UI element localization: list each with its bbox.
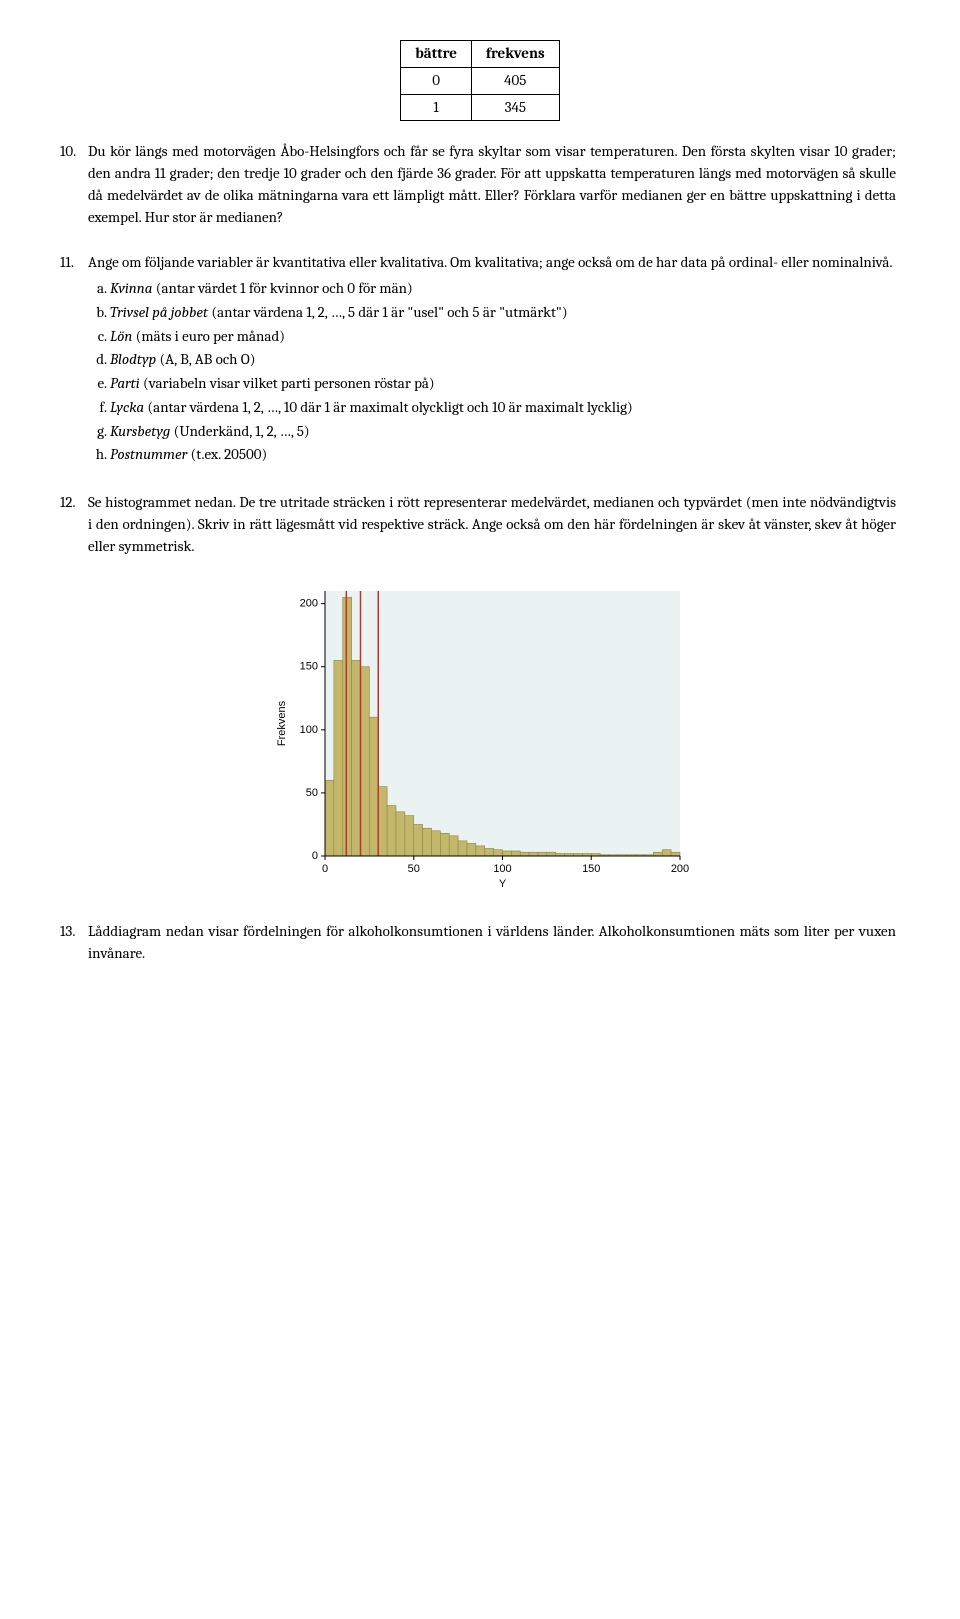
table-header: bättre	[401, 41, 472, 68]
question-10: 10.Du kör längs med motorvägen Åbo-Helsi…	[60, 141, 900, 228]
sub-list: Kvinna (antar värdet 1 för kvinnor och 0…	[88, 278, 896, 466]
question-text: Låddiagram nedan visar fördelningen för …	[88, 921, 896, 965]
svg-text:50: 50	[408, 863, 420, 875]
table-header: frekvens	[471, 41, 559, 68]
question-number: 13.	[60, 921, 88, 943]
question-number: 10.	[60, 141, 88, 163]
question-text: Du kör längs med motorvägen Åbo-Helsingf…	[88, 141, 896, 228]
table-cell: 345	[471, 94, 559, 121]
sub-item: Kursbetyg (Underkänd, 1, 2, …, 5)	[110, 421, 896, 443]
svg-text:200: 200	[671, 863, 689, 875]
table-cell: 405	[471, 67, 559, 94]
svg-text:150: 150	[582, 863, 600, 875]
question-body: Ange om följande variabler är kvantitati…	[88, 252, 896, 468]
question-12: 12.Se histogrammet nedan. De tre utritad…	[60, 492, 900, 557]
histogram-svg: 0 50 100 150 200 0 50 100 150 200 Y Frekvens	[270, 581, 690, 891]
table-cell: 1	[401, 94, 472, 121]
svg-text:0: 0	[322, 863, 328, 875]
sub-item: Postnummer (t.ex. 20500)	[110, 444, 896, 466]
histogram-chart: 0 50 100 150 200 0 50 100 150 200 Y Frekvens	[270, 581, 690, 891]
svg-text:Frekvens: Frekvens	[276, 701, 288, 747]
svg-text:100: 100	[300, 724, 318, 736]
svg-text:150: 150	[300, 661, 318, 673]
frequency-table: bättre frekvens 0 405 1 345	[400, 40, 559, 121]
sub-item: Trivsel på jobbet (antar värdena 1, 2, ……	[110, 302, 896, 324]
svg-text:0: 0	[312, 850, 318, 862]
sub-item: Blodtyp (A, B, AB och O)	[110, 349, 896, 371]
question-11: 11. Ange om följande variabler är kvanti…	[60, 252, 900, 468]
question-number: 12.	[60, 492, 88, 514]
sub-item: Kvinna (antar värdet 1 för kvinnor och 0…	[110, 278, 896, 300]
table-cell: 0	[401, 67, 472, 94]
question-number: 11.	[60, 252, 88, 274]
sub-item: Parti (variabeln visar vilket parti pers…	[110, 373, 896, 395]
question-13: 13.Låddiagram nedan visar fördelningen f…	[60, 921, 900, 965]
svg-text:200: 200	[300, 598, 318, 610]
svg-text:50: 50	[306, 787, 318, 799]
svg-text:Y: Y	[499, 878, 507, 890]
question-text: Se histogrammet nedan. De tre utritade s…	[88, 492, 896, 557]
question-intro: Ange om följande variabler är kvantitati…	[88, 253, 893, 271]
sub-item: Lycka (antar värdena 1, 2, …, 10 där 1 ä…	[110, 397, 896, 419]
sub-item: Lön (mäts i euro per månad)	[110, 326, 896, 348]
svg-text:100: 100	[493, 863, 511, 875]
